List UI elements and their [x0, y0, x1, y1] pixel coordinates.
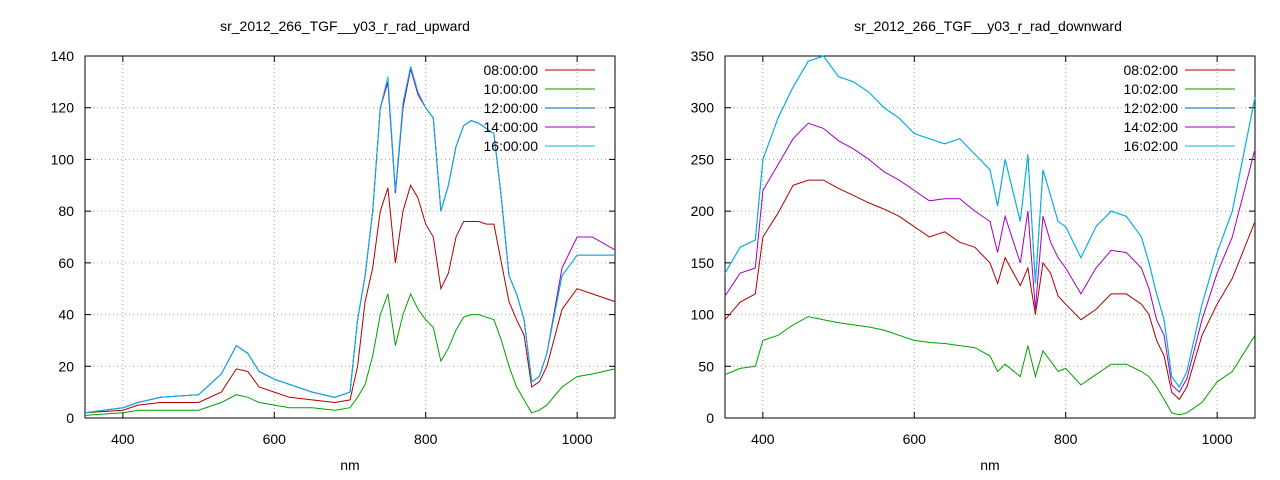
chart-panel-1: sr_2012_266_TGF__y03_r_rad_upward 0 20 40 60… — [51, 18, 616, 473]
y-tick-label: 150 — [691, 255, 715, 271]
legend-label: 12:00:00 — [484, 100, 539, 116]
plot-frame — [84, 55, 616, 419]
x-tick-label: 1000 — [562, 431, 593, 447]
x-tick-label: 400 — [751, 431, 775, 447]
plot-frame — [724, 55, 1256, 419]
series-line-4 — [724, 122, 1256, 393]
series-line-1 — [724, 179, 1256, 401]
legend-label: 14:00:00 — [484, 119, 539, 135]
legend-label: 08:02:00 — [1124, 62, 1179, 78]
legend-label: 16:00:00 — [484, 138, 539, 154]
series-line-2 — [84, 292, 616, 416]
x-tick-label: 600 — [263, 431, 287, 447]
x-tick-label: 800 — [414, 431, 438, 447]
y-tick-label: 40 — [58, 307, 74, 323]
y-tick-label: 80 — [58, 203, 74, 219]
y-tick-label: 20 — [58, 358, 74, 374]
legend-label: 08:00:00 — [484, 62, 539, 78]
series-line-5 — [724, 55, 1256, 388]
y-tick-label: 140 — [51, 48, 75, 64]
chart-title: sr_2012_266_TGF__y03_r_rad_upward — [220, 18, 470, 34]
x-axis-label: nm — [980, 457, 999, 473]
y-tick-label: 300 — [691, 100, 715, 116]
y-tick-label: 120 — [51, 100, 75, 116]
series-line-1 — [84, 184, 616, 414]
y-tick-label: 100 — [691, 307, 715, 323]
y-tick-label: 350 — [691, 48, 715, 64]
x-tick-label: 1000 — [1202, 431, 1233, 447]
y-tick-label: 0 — [66, 410, 74, 426]
legend-label: 10:02:00 — [1124, 81, 1179, 97]
x-tick-label: 600 — [903, 431, 927, 447]
x-tick-label: 800 — [1054, 431, 1078, 447]
legend-label: 12:02:00 — [1124, 100, 1179, 116]
chart-panel-2: sr_2012_266_TGF__y03_r_rad_downward 0 50 10… — [691, 18, 1256, 473]
y-tick-label: 60 — [58, 255, 74, 271]
legend-label: 14:02:00 — [1124, 119, 1179, 135]
legend-label: 16:02:00 — [1124, 138, 1179, 154]
legend-label: 10:00:00 — [484, 81, 539, 97]
y-tick-label: 250 — [691, 151, 715, 167]
x-axis-label: nm — [340, 457, 359, 473]
series-line-5 — [84, 66, 615, 414]
y-tick-label: 0 — [706, 410, 714, 426]
y-tick-label: 200 — [691, 203, 715, 219]
chart-title: sr_2012_266_TGF__y03_r_rad_downward — [854, 18, 1122, 34]
y-tick-label: 50 — [698, 358, 714, 374]
x-tick-label: 400 — [111, 431, 135, 447]
series-line-2 — [724, 316, 1256, 416]
y-tick-label: 100 — [51, 151, 75, 167]
